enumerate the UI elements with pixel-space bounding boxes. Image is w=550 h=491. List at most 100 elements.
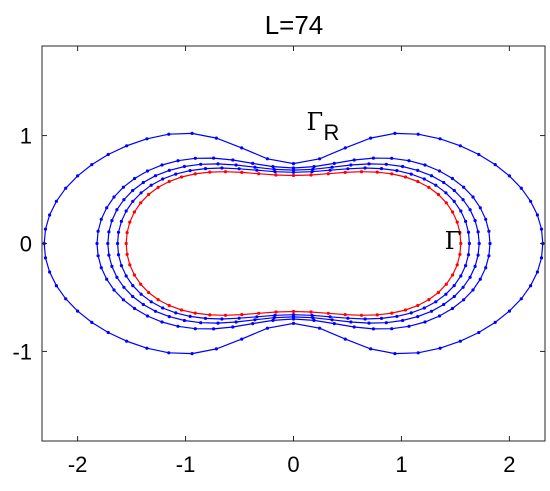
series-2-point-34 — [122, 285, 126, 289]
series-2-point-48 — [349, 320, 353, 324]
series-4-point-52 — [403, 308, 408, 312]
series-1-point-41 — [212, 327, 216, 331]
series-3-point-43 — [255, 315, 259, 319]
series-3 — [116, 166, 471, 321]
series-1-point-47 — [332, 322, 336, 326]
series-1-point-13 — [332, 161, 336, 165]
series-2-point-59 — [476, 253, 480, 257]
series-2-point-41 — [216, 321, 220, 325]
series-2-point-46 — [311, 316, 315, 320]
series-2-point-22 — [167, 168, 171, 172]
series-1-point-5 — [462, 185, 466, 189]
series-3-point-45 — [291, 313, 296, 317]
series-2-point-26 — [122, 198, 126, 202]
series-1-point-9 — [407, 159, 411, 163]
series-4 — [124, 170, 463, 317]
series-0-point-43 — [240, 337, 244, 341]
series-4-point-5 — [436, 192, 440, 197]
series-3-point-9 — [395, 169, 399, 173]
series-2-point-55 — [452, 294, 456, 299]
series-4-point-54 — [427, 298, 431, 302]
series-3-point-34 — [131, 284, 135, 288]
series-2-point-40 — [199, 321, 203, 325]
series-2-point-28 — [110, 219, 114, 223]
series-0-point-23 — [106, 152, 110, 157]
series-1-point-21 — [176, 159, 180, 163]
series-3-point-19 — [220, 166, 224, 170]
series-1-point-16 — [271, 165, 275, 169]
series-3-point-37 — [161, 306, 165, 310]
series-3-point-12 — [346, 167, 350, 171]
series-0-point-34 — [64, 297, 68, 301]
series-0-point-42 — [214, 347, 218, 351]
series-3-point-35 — [139, 292, 143, 296]
series-1-point-4 — [471, 195, 475, 199]
series-1-point-32 — [99, 266, 103, 270]
series-3-point-1 — [466, 230, 471, 234]
series-0-point-17 — [240, 146, 244, 150]
series-3-point-42 — [237, 316, 241, 320]
series-3-point-53 — [422, 306, 426, 310]
series-2-point-20 — [199, 162, 203, 166]
series-0-point-47 — [343, 337, 347, 341]
series-4-point-1 — [458, 231, 462, 235]
series-4-point-6 — [427, 185, 431, 189]
series-2-point-16 — [272, 167, 276, 171]
series-4-point-4 — [444, 201, 448, 205]
series-2-point-54 — [442, 302, 446, 307]
series-3-point-56 — [452, 284, 456, 288]
series-4-point-31 — [125, 252, 129, 256]
series-0-point-18 — [214, 136, 218, 140]
x-tick-label-0: -2 — [68, 452, 88, 477]
series-2-point-15 — [291, 168, 296, 172]
series-1-point-57 — [478, 277, 482, 281]
series-1-point-19 — [212, 156, 216, 160]
series-4-point-39 — [193, 311, 197, 315]
series-2-point-25 — [131, 188, 135, 193]
series-0-point-22 — [125, 144, 129, 148]
series-3-point-26 — [131, 199, 135, 203]
series-2-point-39 — [182, 318, 186, 323]
series-0-point-33 — [54, 284, 59, 288]
series-0-point-37 — [106, 330, 110, 335]
series-4-point-56 — [444, 282, 448, 286]
series-2-point-38 — [167, 315, 171, 319]
series-4-point-33 — [132, 273, 136, 277]
series-1 — [95, 156, 492, 331]
series-0-point-31 — [43, 256, 48, 260]
series-3-point-20 — [203, 167, 208, 171]
series-1-point-36 — [133, 306, 137, 311]
series-2-point-56 — [461, 285, 465, 289]
series-2-point-1 — [476, 230, 480, 234]
x-tick-label-4: 2 — [503, 452, 515, 477]
series-0-point-2 — [535, 213, 540, 217]
series-4-point-45 — [291, 309, 296, 314]
series-1-point-17 — [251, 161, 255, 165]
series-4-point-51 — [390, 311, 394, 315]
series-1-point-12 — [352, 158, 356, 162]
series-2-point-53 — [429, 309, 434, 313]
series-3-point-40 — [203, 316, 208, 320]
tick-group: -2 -1 0 1 2 -1 0 1 — [12, 46, 545, 477]
series-2-point-4 — [461, 198, 465, 202]
series-3-point-10 — [379, 167, 384, 171]
series-3-point-58 — [464, 264, 468, 268]
series-1-point-10 — [390, 156, 394, 160]
series-1-point-24 — [133, 176, 137, 181]
series-1-point-54 — [450, 306, 454, 311]
series-4-point-11 — [359, 170, 364, 174]
series-2-point-35 — [131, 294, 135, 299]
series-4-point-9 — [390, 172, 394, 176]
series-2-point-32 — [110, 264, 114, 268]
series-3-point-51 — [395, 314, 399, 318]
series-0-point-35 — [76, 309, 80, 313]
annotation-group: Γ RΓ — [306, 108, 461, 255]
series-1-point-0 — [488, 241, 492, 246]
series-2-point-5 — [452, 188, 456, 193]
series-1-point-14 — [312, 165, 316, 169]
series-2-point-23 — [153, 174, 158, 178]
series-0-point-58 — [535, 270, 540, 274]
series-3-point-7 — [422, 177, 426, 181]
series-3-point-23 — [161, 177, 165, 181]
series-3-point-24 — [149, 183, 153, 187]
